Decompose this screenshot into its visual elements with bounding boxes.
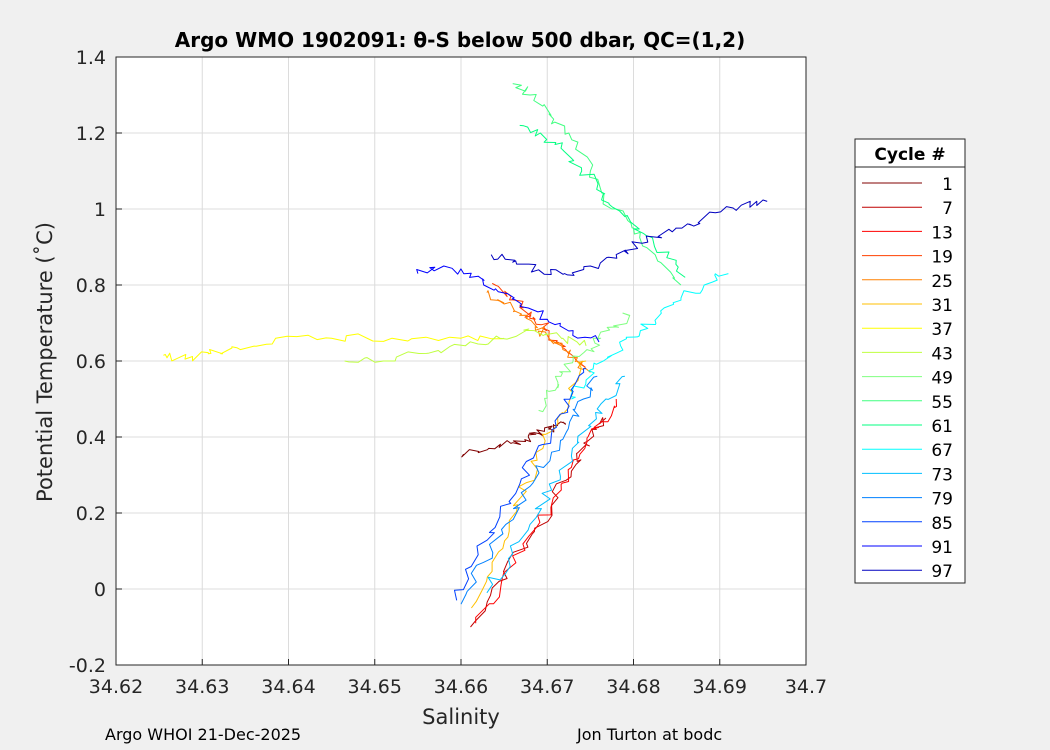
legend-box — [854, 138, 966, 584]
legend-label: 97 — [931, 562, 953, 582]
series-group — [163, 83, 768, 628]
legend-label: 43 — [931, 344, 953, 364]
legend-label: 7 — [942, 199, 953, 219]
legend-title: Cycle # — [874, 145, 945, 165]
series-line-cycle-91 — [416, 265, 600, 343]
series-line-cycle-43 — [344, 328, 587, 363]
y-tick-label: 0.6 — [76, 351, 106, 373]
y-tick-label: 0 — [94, 579, 106, 601]
x-tick-label: 34.67 — [520, 676, 574, 698]
y-tick-label: -0.2 — [69, 655, 106, 677]
x-tick-label: 34.66 — [434, 676, 488, 698]
chart-title: Argo WMO 1902091: θ-S below 500 dbar, QC… — [175, 28, 745, 52]
legend-label: 55 — [931, 393, 953, 413]
legend: Cycle # 1 7 13 19 25 31 37 43 49 55 61 67 73 79 85 91 97 — [854, 138, 966, 584]
series-line-cycle-19 — [492, 283, 586, 368]
legend-items: 1 7 13 19 25 31 37 43 49 55 61 67 73 79 85 91 97 — [862, 175, 953, 582]
legend-label: 67 — [931, 441, 953, 461]
y-axis-label: Potential Temperature (˚C) — [33, 222, 57, 502]
legend-label: 61 — [931, 417, 953, 437]
x-tick-label: 34.63 — [175, 676, 229, 698]
legend-label: 79 — [931, 490, 953, 510]
legend-label: 1 — [942, 175, 953, 195]
legend-label: 85 — [931, 514, 953, 534]
x-axis-label: Salinity — [422, 705, 500, 729]
series-line-cycle-49 — [538, 312, 631, 413]
y-tick-label: 0.2 — [76, 503, 106, 525]
x-tick-label: 34.7 — [785, 676, 827, 698]
series-line-cycle-1 — [461, 421, 566, 458]
legend-label: 91 — [931, 538, 953, 558]
legend-label: 73 — [931, 465, 953, 485]
y-tick-label: 1.2 — [76, 123, 106, 145]
legend-label: 49 — [931, 369, 953, 389]
legend-label: 13 — [931, 223, 953, 243]
series-line-cycle-61 — [519, 124, 686, 278]
series-line-cycle-37 — [163, 333, 505, 362]
x-axis: 34.62 34.63 34.64 34.65 34.66 34.67 34.68 34.69… — [89, 659, 827, 698]
series-line-cycle-25 — [486, 290, 591, 373]
footer-right-note: Jon Turton at bodc — [577, 725, 723, 744]
grid — [116, 57, 806, 665]
series-line-cycle-97 — [490, 199, 768, 276]
y-tick-label: 0.8 — [76, 275, 106, 297]
series-line-cycle-73 — [486, 375, 625, 594]
x-tick-label: 34.62 — [89, 676, 143, 698]
footer-left-note: Argo WHOI 21-Dec-2025 — [105, 725, 302, 744]
x-tick-label: 34.68 — [606, 676, 660, 698]
legend-label: 19 — [931, 248, 953, 268]
x-tick-label: 34.69 — [693, 676, 747, 698]
y-tick-label: 1 — [94, 199, 106, 221]
x-tick-label: 34.65 — [348, 676, 402, 698]
y-tick-label: 1.4 — [76, 47, 106, 69]
series-line-cycle-13 — [475, 398, 617, 624]
legend-label: 37 — [931, 320, 953, 340]
series-line-cycle-55 — [512, 83, 682, 286]
y-tick-label: 0.4 — [76, 427, 106, 449]
series-line-cycle-85 — [454, 368, 587, 601]
series-line-cycle-67 — [570, 273, 729, 400]
legend-label: 25 — [931, 272, 953, 292]
legend-label: 31 — [931, 296, 953, 316]
x-tick-label: 34.64 — [261, 676, 315, 698]
series-line-cycle-79 — [460, 375, 598, 605]
y-axis: -0.2 0 0.2 0.4 0.6 0.8 1 1.2 1.4 — [69, 47, 122, 677]
